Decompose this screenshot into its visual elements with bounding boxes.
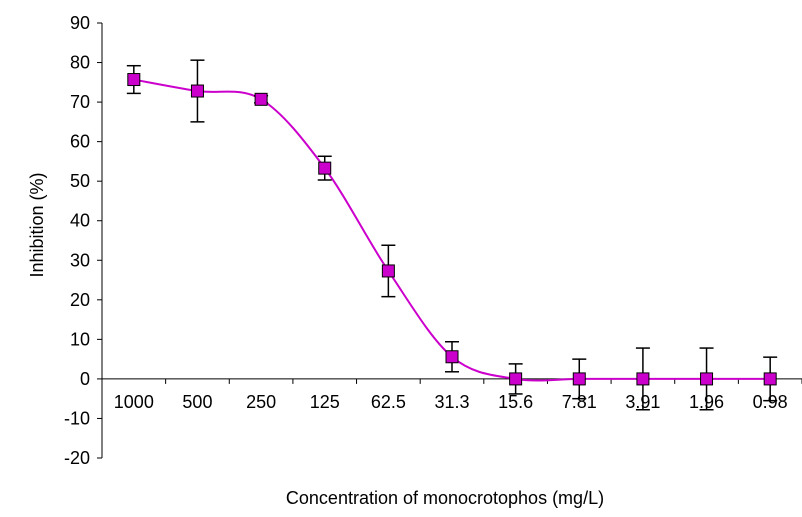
y-tick-label: -10 xyxy=(64,408,90,428)
y-tick-label: 20 xyxy=(70,290,90,310)
y-tick-label: 90 xyxy=(70,13,90,33)
y-tick-label: 0 xyxy=(80,369,90,389)
series-line xyxy=(133,78,771,382)
fitted-curve xyxy=(133,78,771,382)
data-point xyxy=(700,372,714,386)
data-point xyxy=(636,372,650,386)
x-tick-label: 31.3 xyxy=(434,392,469,412)
data-point xyxy=(381,264,395,278)
data-point xyxy=(254,92,268,106)
x-axis-title: Concentration of monocrotophos (mg/L) xyxy=(286,488,604,508)
y-tick-label: 40 xyxy=(70,211,90,231)
data-point xyxy=(572,372,586,386)
data-point xyxy=(318,161,332,175)
y-axis: -20 -10 0 10 20 30 40 50 60 70 80 90 xyxy=(64,13,103,468)
x-tick-label: 7.81 xyxy=(562,392,597,412)
y-tick-label: 50 xyxy=(70,171,90,191)
x-tick-label: 15.6 xyxy=(498,392,533,412)
y-tick-label: 10 xyxy=(70,329,90,349)
y-tick-label: 80 xyxy=(70,53,90,73)
data-markers xyxy=(127,73,777,386)
y-tick-label: -20 xyxy=(64,448,90,468)
data-point xyxy=(509,372,523,386)
x-tick-label: 125 xyxy=(310,392,340,412)
x-tick-label: 62.5 xyxy=(371,392,406,412)
y-tick-label: 60 xyxy=(70,132,90,152)
x-tick-label: 250 xyxy=(246,392,276,412)
y-axis-title: Inhibition (%) xyxy=(27,172,47,277)
x-tick-label: 1000 xyxy=(114,392,154,412)
x-axis: 1000 500 250 125 62.5 31.3 15.6 7.81 3.91 1.96 0.9… xyxy=(101,378,802,412)
data-point xyxy=(127,73,141,87)
data-point xyxy=(445,350,459,364)
data-point xyxy=(763,372,777,386)
y-tick-label: 30 xyxy=(70,250,90,270)
y-tick-label: 70 xyxy=(70,92,90,112)
x-tick-label: 0.98 xyxy=(753,392,788,412)
data-point xyxy=(190,84,204,98)
x-tick-label: 500 xyxy=(182,392,212,412)
